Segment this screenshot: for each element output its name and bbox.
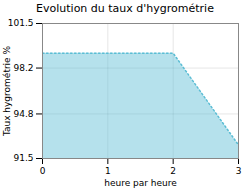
svg-text:0: 0 — [40, 166, 46, 176]
html-text:Evolution du taux d'hygrométri: Evolution du taux d'hygrométrie — [36, 2, 214, 15]
svg-text:heure par heure: heure par heure — [104, 178, 177, 188]
svg-text:91.5: 91.5 — [13, 153, 33, 163]
svg-text:Taux hygrométrie %: Taux hygrométrie % — [2, 45, 12, 137]
svg-text:94.8: 94.8 — [13, 109, 33, 119]
svg-text:98.2: 98.2 — [13, 63, 33, 73]
svg-text:1: 1 — [105, 166, 111, 176]
svg-text:101.5: 101.5 — [8, 18, 34, 28]
svg-text:2: 2 — [170, 166, 176, 176]
svg-text:3: 3 — [236, 166, 242, 176]
